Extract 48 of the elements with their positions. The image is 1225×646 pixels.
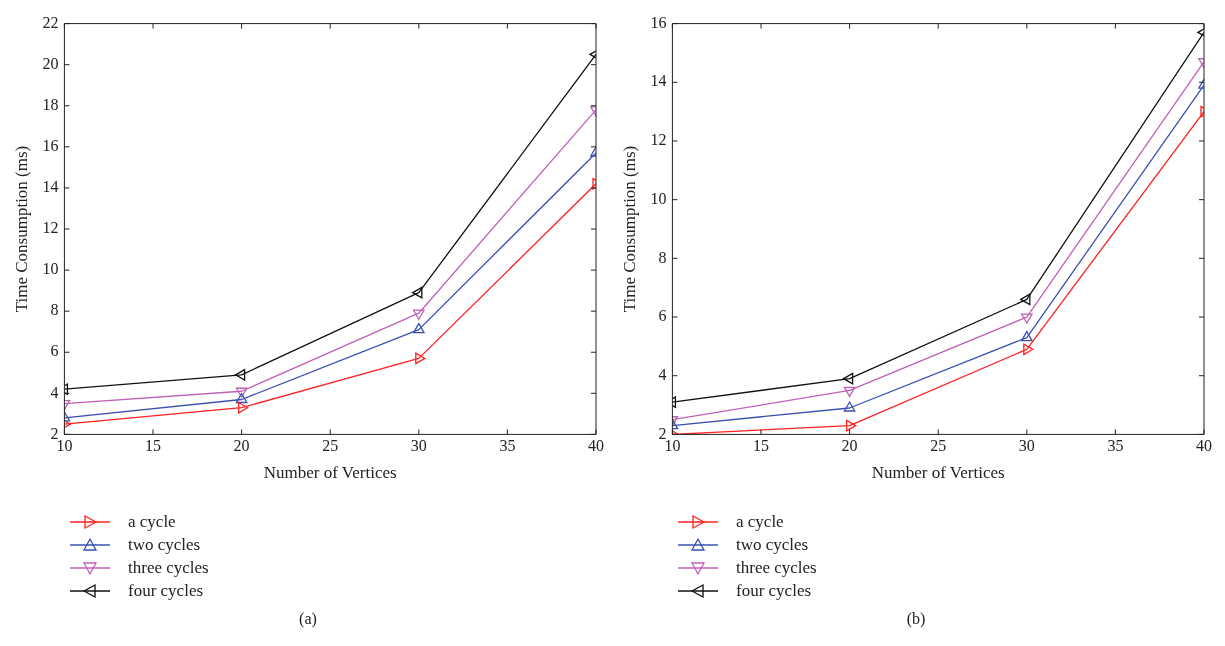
legend-label: three cycles (736, 557, 817, 578)
legend-label: two cycles (128, 534, 201, 555)
x-tick-label: 30 (1018, 437, 1035, 455)
y-tick-label: 8 (50, 301, 59, 319)
x-tick-label: 20 (841, 437, 858, 455)
y-axis-title: Time Consumption (ms) (11, 145, 31, 313)
x-axis-title: Number of Vertices (263, 463, 397, 483)
x-tick-label: 40 (1196, 437, 1212, 455)
x-tick-label: 30 (410, 437, 427, 455)
y-tick-label: 16 (650, 13, 667, 31)
y-tick-label: 14 (42, 178, 59, 196)
y-tick-label: 6 (658, 307, 667, 325)
y-tick-label: 6 (50, 342, 59, 360)
x-tick-label: 25 (322, 437, 339, 455)
legend-label: four cycles (128, 580, 204, 601)
x-tick-label: 20 (233, 437, 250, 455)
y-tick-label: 2 (50, 424, 59, 442)
x-axis-title: Number of Vertices (871, 463, 1005, 483)
x-tick-label: 25 (930, 437, 947, 455)
y-tick-label: 10 (42, 260, 59, 278)
y-axis-title: Time Consumption (ms) (619, 145, 639, 313)
y-tick-label: 12 (650, 131, 667, 149)
y-tick-label: 4 (50, 383, 59, 401)
y-tick-label: 18 (42, 95, 59, 113)
point (1020, 293, 1031, 306)
y-tick-label: 2 (658, 424, 667, 442)
text: (b) (905, 610, 927, 628)
x-tick-label: 40 (588, 437, 604, 455)
legend-label: three cycles (128, 557, 209, 578)
y-tick-label: 20 (42, 54, 59, 72)
legend-label: a cycle (128, 511, 176, 532)
legend-label: a cycle (736, 511, 784, 532)
y-tick-label: 22 (42, 13, 59, 31)
x-tick-label: 35 (499, 437, 516, 455)
y-tick-label: 14 (650, 72, 667, 90)
x-tick-label: 15 (753, 437, 769, 455)
point (412, 286, 423, 299)
point (845, 419, 857, 432)
x-tick-label: 35 (1107, 437, 1124, 455)
y-tick-label: 4 (658, 365, 667, 383)
legend-label: two cycles (736, 534, 809, 555)
y-tick-label: 16 (42, 137, 59, 155)
x-tick-label: 15 (145, 437, 161, 455)
legend-label: four cycles (736, 580, 812, 601)
y-tick-label: 12 (42, 219, 59, 237)
y-tick-label: 10 (650, 189, 667, 207)
y-tick-label: 8 (658, 248, 667, 266)
text: (a) (298, 610, 318, 628)
